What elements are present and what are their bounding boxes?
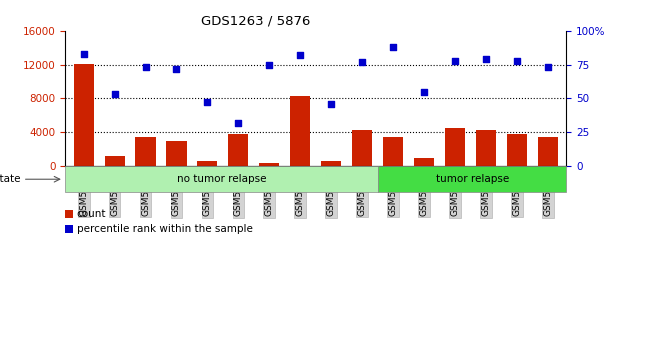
Bar bbox=[65, 225, 73, 233]
Bar bbox=[65, 166, 378, 192]
Bar bbox=[378, 166, 566, 192]
Point bbox=[202, 100, 213, 105]
Bar bbox=[259, 163, 279, 166]
Text: count: count bbox=[77, 209, 106, 219]
Bar bbox=[197, 160, 217, 166]
Text: percentile rank within the sample: percentile rank within the sample bbox=[77, 224, 253, 234]
Bar bbox=[65, 210, 73, 218]
Point bbox=[357, 59, 367, 65]
Bar bbox=[538, 137, 558, 166]
Point bbox=[171, 66, 182, 71]
Bar bbox=[167, 141, 187, 166]
Text: no tumor relapse: no tumor relapse bbox=[177, 174, 266, 184]
Point bbox=[450, 58, 460, 63]
Point bbox=[326, 101, 337, 107]
Bar bbox=[290, 96, 311, 166]
Bar bbox=[229, 135, 249, 166]
Point bbox=[264, 62, 275, 68]
Bar bbox=[135, 137, 156, 166]
Point bbox=[233, 120, 243, 125]
Point bbox=[388, 45, 398, 50]
Title: GDS1263 / 5876: GDS1263 / 5876 bbox=[201, 14, 311, 27]
Bar bbox=[383, 137, 403, 166]
Bar bbox=[414, 158, 434, 166]
Bar bbox=[507, 134, 527, 166]
Bar bbox=[74, 64, 94, 166]
Bar bbox=[105, 156, 124, 166]
Text: tumor relapse: tumor relapse bbox=[436, 174, 509, 184]
Text: disease state: disease state bbox=[0, 174, 21, 184]
Point bbox=[542, 65, 553, 70]
Point bbox=[419, 89, 429, 94]
Point bbox=[79, 51, 89, 57]
Bar bbox=[321, 161, 341, 166]
Bar bbox=[352, 130, 372, 166]
Point bbox=[295, 52, 305, 58]
Point bbox=[109, 91, 120, 97]
Point bbox=[512, 58, 522, 63]
Bar bbox=[445, 128, 465, 166]
Point bbox=[141, 65, 151, 70]
Point bbox=[480, 57, 491, 62]
Bar bbox=[476, 130, 496, 166]
